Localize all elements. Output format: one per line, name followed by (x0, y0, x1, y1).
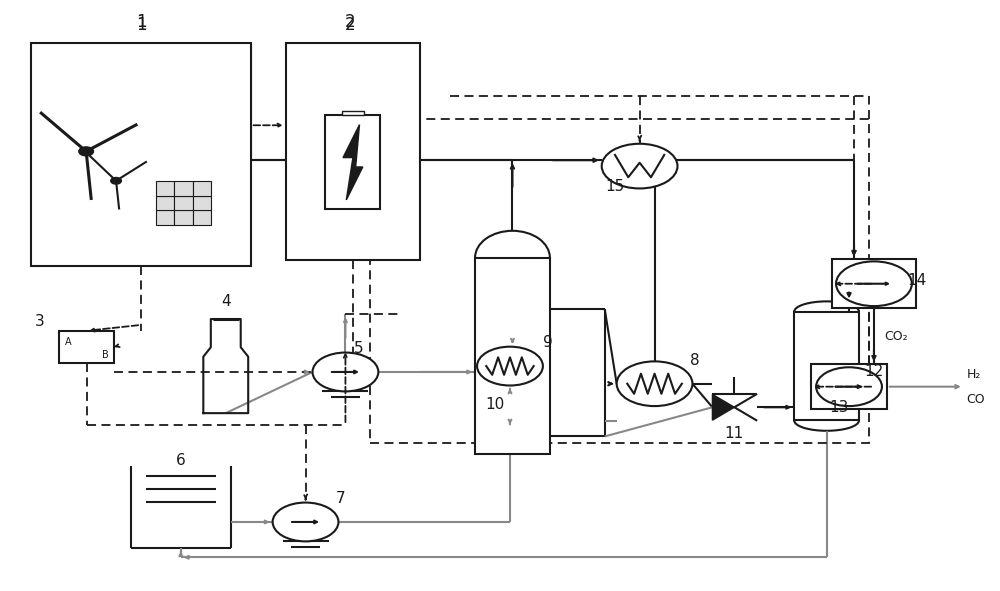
Bar (370, 119, 869, 443)
Text: 2: 2 (345, 13, 356, 31)
Text: 6: 6 (176, 453, 186, 467)
Text: 9: 9 (543, 335, 553, 350)
Bar (794, 311, 859, 420)
Bar (156, 196, 174, 210)
Bar (832, 259, 916, 309)
Bar (342, 111, 364, 115)
Text: 7: 7 (336, 491, 345, 506)
Polygon shape (68, 236, 104, 247)
Bar (174, 181, 193, 196)
Text: 15: 15 (605, 179, 624, 194)
Circle shape (79, 147, 93, 155)
Bar (811, 364, 887, 409)
Text: 1: 1 (136, 16, 146, 34)
Circle shape (836, 261, 912, 306)
Bar (193, 181, 211, 196)
Polygon shape (343, 125, 363, 200)
Text: 3: 3 (34, 314, 44, 329)
Text: B: B (102, 350, 109, 359)
Bar (174, 210, 193, 225)
Text: 12: 12 (864, 365, 884, 379)
Polygon shape (104, 233, 128, 241)
Polygon shape (734, 394, 756, 420)
Bar (59, 331, 114, 363)
Circle shape (617, 361, 692, 406)
Text: CO₂: CO₂ (884, 330, 908, 343)
Circle shape (602, 144, 678, 189)
Circle shape (313, 353, 378, 391)
Text: 1: 1 (136, 13, 146, 31)
Bar (174, 196, 193, 210)
Circle shape (816, 367, 882, 406)
Text: 2: 2 (345, 16, 356, 34)
Bar (31, 43, 251, 266)
Bar (475, 258, 550, 454)
Text: 4: 4 (221, 294, 231, 309)
Text: A: A (65, 337, 72, 347)
Bar (193, 210, 211, 225)
Text: 5: 5 (354, 341, 363, 356)
Polygon shape (712, 394, 734, 420)
Circle shape (111, 178, 121, 184)
Text: 13: 13 (829, 400, 849, 415)
Text: 11: 11 (725, 426, 744, 441)
Bar (325, 115, 380, 209)
Circle shape (273, 502, 338, 541)
Circle shape (477, 347, 543, 385)
Bar (156, 210, 174, 225)
Text: 14: 14 (907, 273, 926, 288)
Text: H₂: H₂ (967, 368, 981, 381)
Text: 8: 8 (690, 353, 699, 368)
Bar (286, 43, 420, 260)
Bar (156, 181, 174, 196)
Bar (193, 196, 211, 210)
Text: 10: 10 (485, 397, 505, 412)
Text: CO: CO (967, 392, 985, 405)
